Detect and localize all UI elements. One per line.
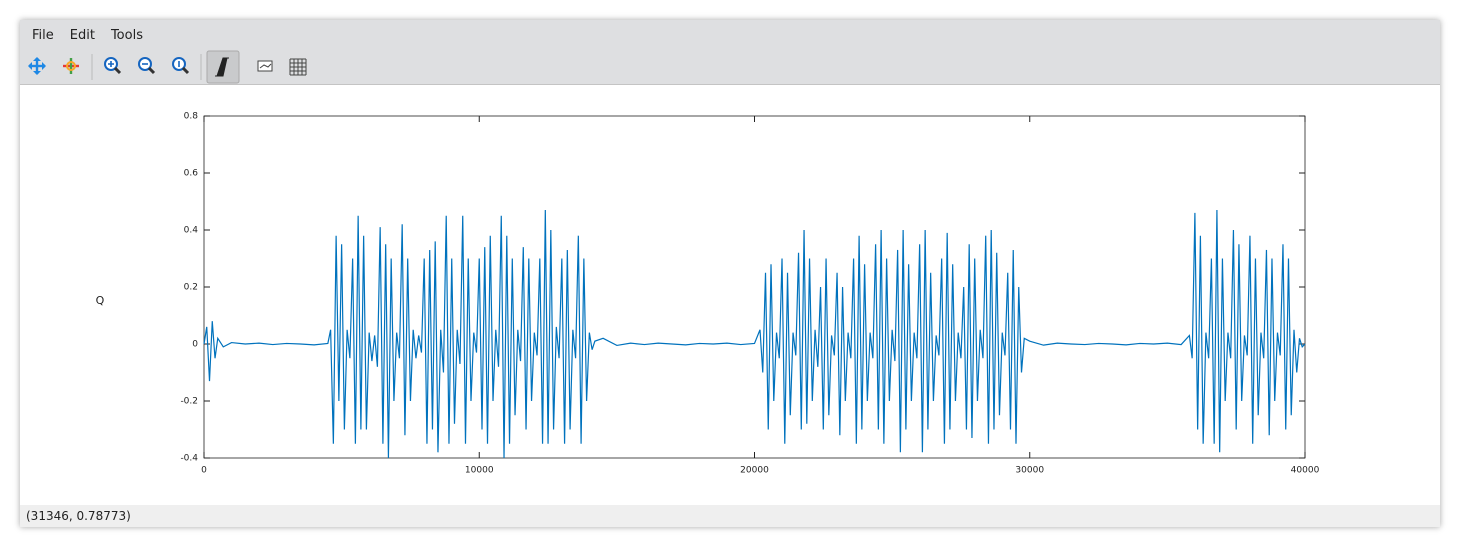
toolbar-icons: [28, 50, 307, 84]
figure-window: File Edit Tools: [20, 20, 1440, 527]
menu-item[interactable]: Edit: [69, 27, 95, 43]
zoom-reset-button[interactable]: [172, 57, 190, 75]
toolbar: [20, 50, 1440, 85]
grid-button[interactable]: [289, 58, 307, 76]
zoom-in-button[interactable]: [104, 57, 122, 75]
zoom-out-button[interactable]: [138, 57, 156, 75]
pan-button[interactable]: [28, 57, 46, 75]
menu-item[interactable]: File: [32, 27, 54, 43]
menu-item[interactable]: Tools: [110, 27, 143, 43]
rotate-button[interactable]: [63, 58, 79, 74]
status-bar: (31346, 0.78773): [20, 505, 1440, 527]
menu-bar: File Edit Tools: [20, 20, 1440, 50]
text-tool-icon: [215, 57, 229, 77]
legend-button[interactable]: [257, 60, 273, 72]
